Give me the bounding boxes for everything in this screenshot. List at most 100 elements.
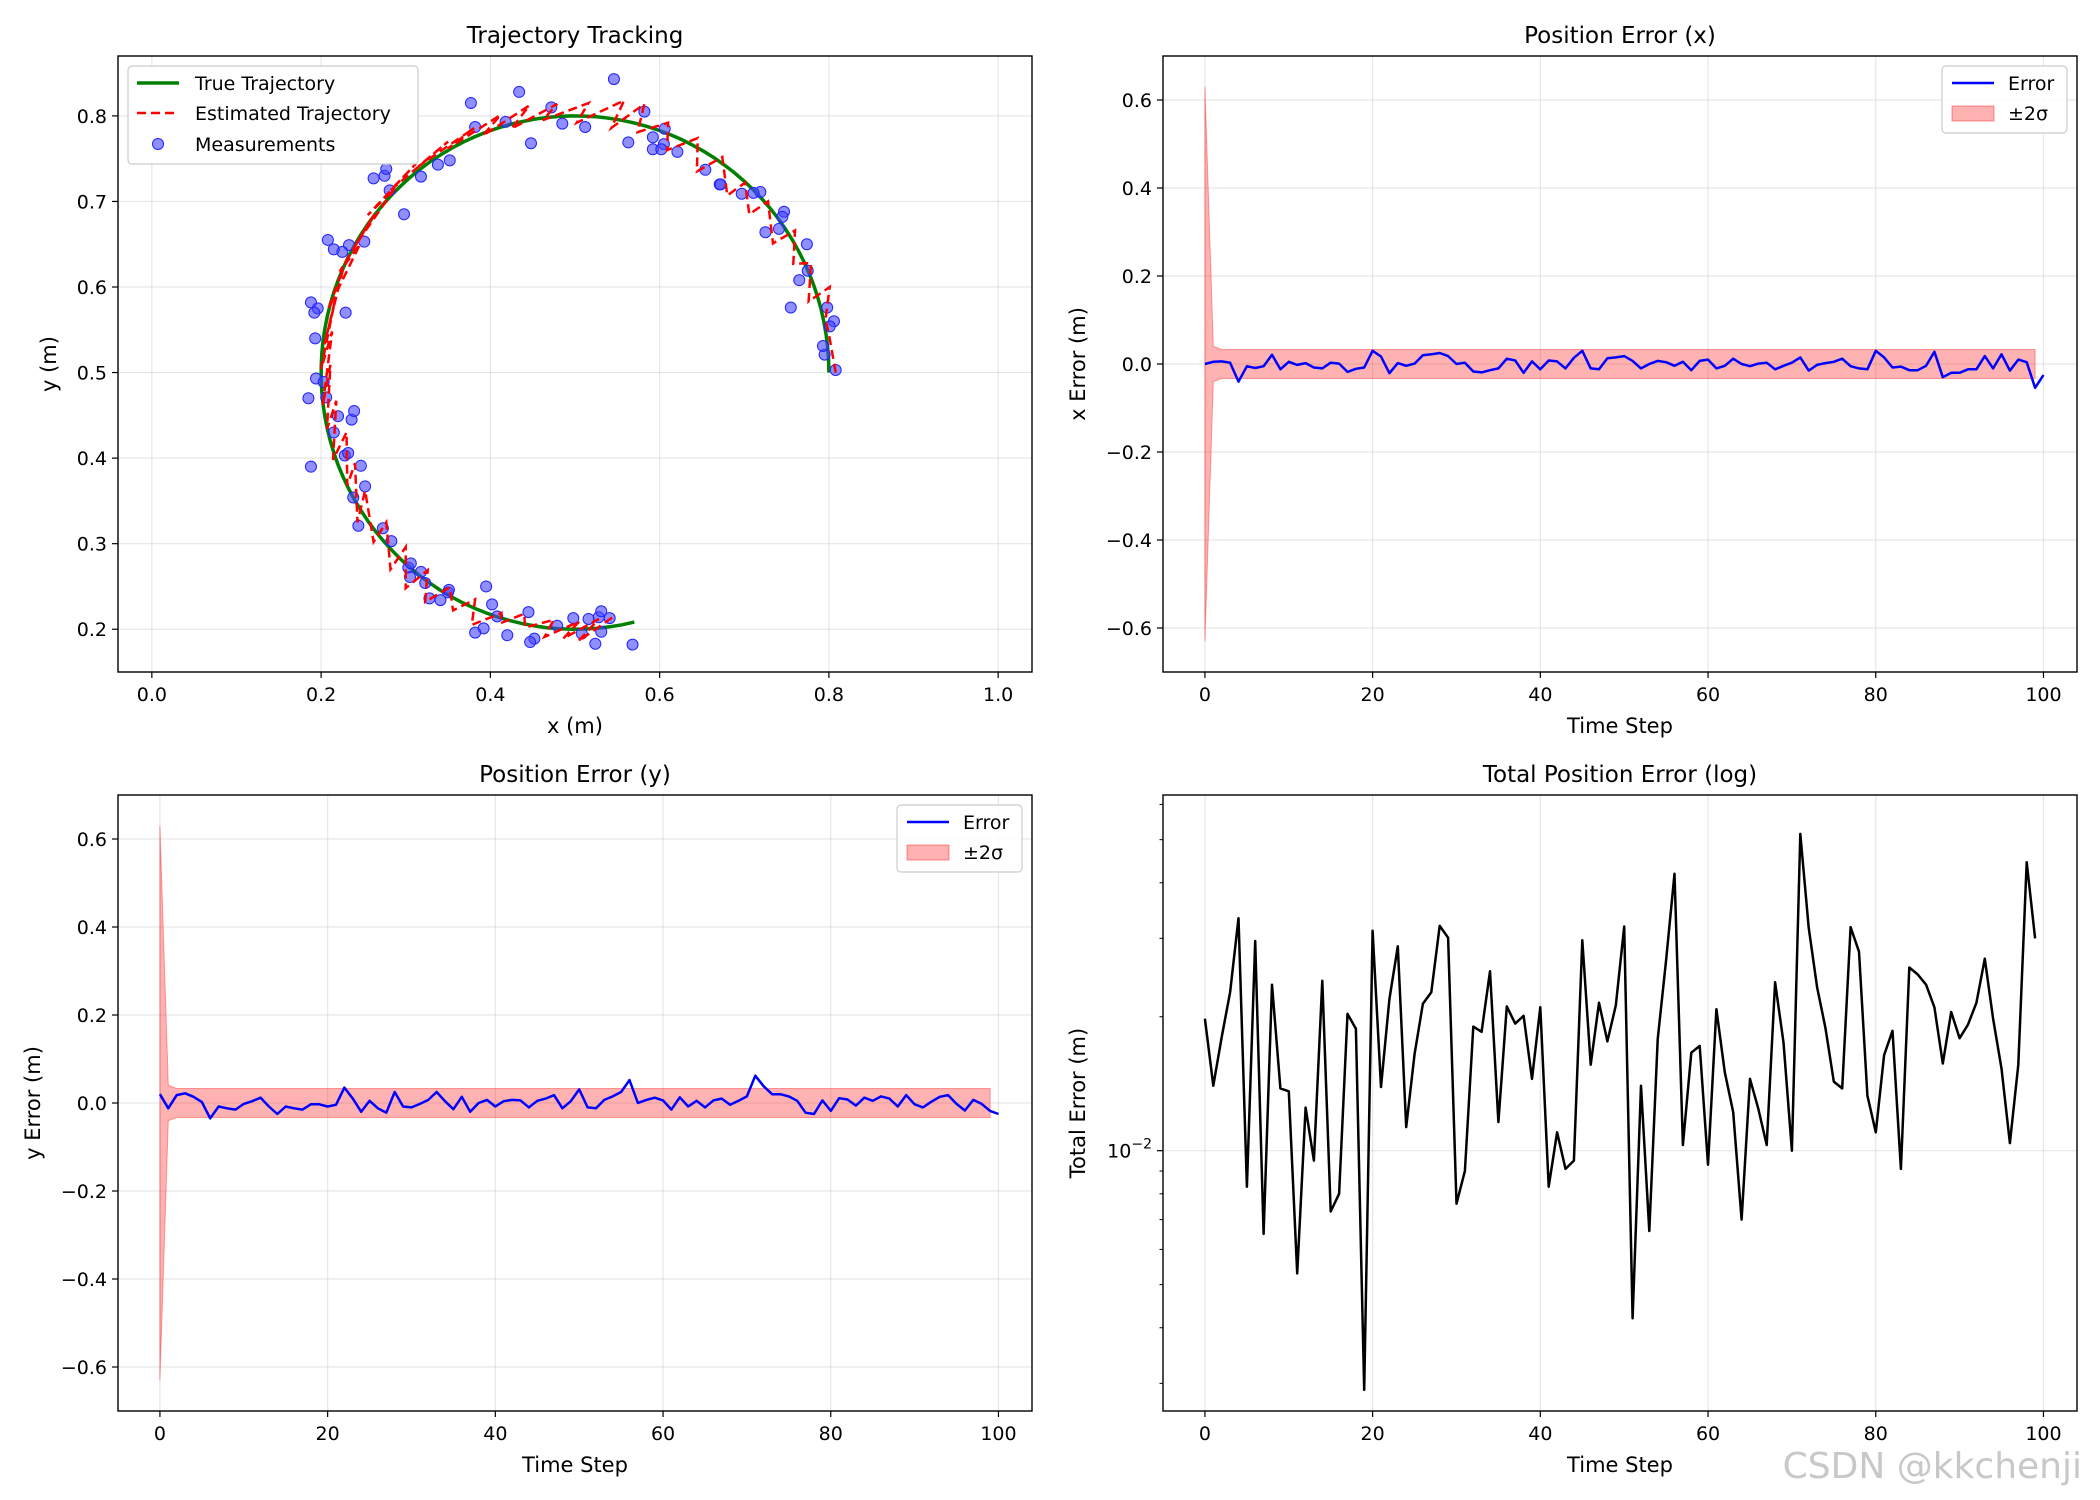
trajectory-xtick-label: 0.4 <box>475 684 505 706</box>
measurement-point <box>414 170 427 183</box>
measurement-point <box>359 480 372 493</box>
x-error-title: Position Error (x) <box>1524 23 1716 49</box>
measurement-point <box>486 598 499 611</box>
legend-true-label: True Trajectory <box>194 73 335 95</box>
measurement-point <box>589 637 602 650</box>
measurement-point <box>443 154 456 167</box>
x-error-ytick-label: 0.2 <box>1122 266 1152 288</box>
x-error-xtick-label: 20 <box>1361 684 1385 706</box>
trajectory-xtick-label: 1.0 <box>983 684 1013 706</box>
y-error-frame <box>117 794 1033 1412</box>
y-error-ylabel: y Error (m) <box>21 1046 45 1160</box>
measurement-point <box>816 340 829 353</box>
measurement-point <box>464 97 477 110</box>
x-error-xlabel: Time Step <box>1566 714 1673 738</box>
y-error-line <box>158 1074 999 1120</box>
trajectory-xtick-label: 0.8 <box>814 684 844 706</box>
measurement-point <box>556 117 569 130</box>
measurement-point <box>646 131 659 144</box>
y-error-ytick-label: 0.2 <box>77 1005 107 1027</box>
y-error-ytick-label: 0.4 <box>77 917 107 939</box>
measurement-point <box>308 306 321 319</box>
y-error-xtick-label: 0 <box>154 1423 166 1445</box>
trajectory-ytick-label: 0.7 <box>77 191 107 213</box>
total-error-xtick-label: 0 <box>1199 1423 1211 1445</box>
measurement-point <box>595 605 608 618</box>
y-error-xtick-label: 80 <box>819 1423 843 1445</box>
x-legend-error-label: Error <box>2008 73 2055 95</box>
watermark: CSDN @kkchenji <box>1783 1446 2082 1487</box>
y-legend-error-label: Error <box>963 812 1010 834</box>
y-legend-band-label: ±2σ <box>963 842 1003 864</box>
y-error-ytick-label: 0.0 <box>77 1093 107 1115</box>
y-error-panel: Position Error (y) Time Step y Error (m)… <box>21 762 1033 1477</box>
x-error-xtick-label: 60 <box>1696 684 1720 706</box>
y-error-ytick-label: −0.4 <box>61 1269 107 1291</box>
y-error-xtick-label: 60 <box>651 1423 675 1445</box>
x-error-legend: Error ±2σ <box>1941 65 2068 134</box>
measurement-point <box>469 626 482 639</box>
measurement-point <box>304 296 317 309</box>
total-error-panel: Total Position Error (log) Time Step Tot… <box>1066 762 2078 1477</box>
measurement-point <box>354 459 367 472</box>
measurement-point <box>434 594 447 607</box>
trajectory-ytick-label: 0.4 <box>77 448 107 470</box>
trajectory-xtick-label: 0.2 <box>306 684 336 706</box>
trajectory-ytick-label: 0.6 <box>77 277 107 299</box>
measurement-point <box>404 557 417 570</box>
x-error-ylabel: x Error (m) <box>1066 307 1090 421</box>
x-error-frame <box>1162 55 2078 673</box>
y-error-sigma-band <box>159 825 991 1381</box>
y-error-ytick-label: −0.6 <box>61 1357 107 1379</box>
measurement-point <box>800 238 813 251</box>
trajectory-legend: True Trajectory Estimated Trajectory Mea… <box>127 65 419 165</box>
measurement-point <box>332 410 345 423</box>
measurement-point <box>714 178 727 191</box>
measurement-point <box>367 172 380 185</box>
y-error-xlabel: Time Step <box>521 1453 628 1477</box>
measurement-point <box>655 143 668 156</box>
legend-measurements-swatch <box>152 138 164 150</box>
measurement-point <box>431 158 444 171</box>
measurement-point <box>309 332 322 345</box>
legend-measurements-label: Measurements <box>195 134 335 156</box>
measurement-point <box>671 145 684 158</box>
measurement-point <box>784 301 797 314</box>
measurement-point <box>772 222 785 235</box>
measurement-point <box>302 392 315 405</box>
y-error-title: Position Error (y) <box>479 762 671 788</box>
x-error-xtick-label: 40 <box>1528 684 1552 706</box>
trajectory-xlabel: x (m) <box>547 714 603 738</box>
legend-estimated-label: Estimated Trajectory <box>195 103 391 125</box>
x-error-ytick-label: −0.6 <box>1106 618 1152 640</box>
measurement-point <box>759 226 772 239</box>
trajectory-ytick-label: 0.2 <box>77 619 107 641</box>
x-error-ytick-label: 0.0 <box>1122 354 1152 376</box>
y-error-legend: Error ±2σ <box>896 804 1023 873</box>
x-error-xtick-label: 80 <box>1864 684 1888 706</box>
measurement-point <box>747 186 760 199</box>
x-error-ytick-label: −0.4 <box>1106 530 1152 552</box>
total-error-title: Total Position Error (log) <box>1482 762 1757 788</box>
estimated-trajectory-line <box>319 97 837 643</box>
x-error-xtick-label: 100 <box>2025 684 2061 706</box>
measurement-point <box>327 243 340 256</box>
total-error-ytick-label: 10−2 <box>1107 1137 1152 1163</box>
measurement-point <box>524 636 537 649</box>
measurement-point <box>582 612 595 625</box>
y-error-xtick-label: 40 <box>483 1423 507 1445</box>
measurement-point <box>380 162 393 175</box>
x-legend-band-label: ±2σ <box>2008 103 2048 125</box>
true-trajectory-line <box>319 114 831 631</box>
total-error-xtick-label: 80 <box>1864 1423 1888 1445</box>
x-error-ytick-label: −0.2 <box>1106 442 1152 464</box>
measurement-point <box>776 210 789 223</box>
x-error-ytick-label: 0.6 <box>1122 90 1152 112</box>
trajectory-xtick-label: 0.6 <box>645 684 675 706</box>
trajectory-xtick-label: 0.0 <box>137 684 167 706</box>
total-error-xtick-label: 40 <box>1528 1423 1552 1445</box>
trajectory-legend-box <box>127 65 419 165</box>
measurement-point <box>524 137 537 150</box>
trajectory-frame <box>117 55 1033 673</box>
